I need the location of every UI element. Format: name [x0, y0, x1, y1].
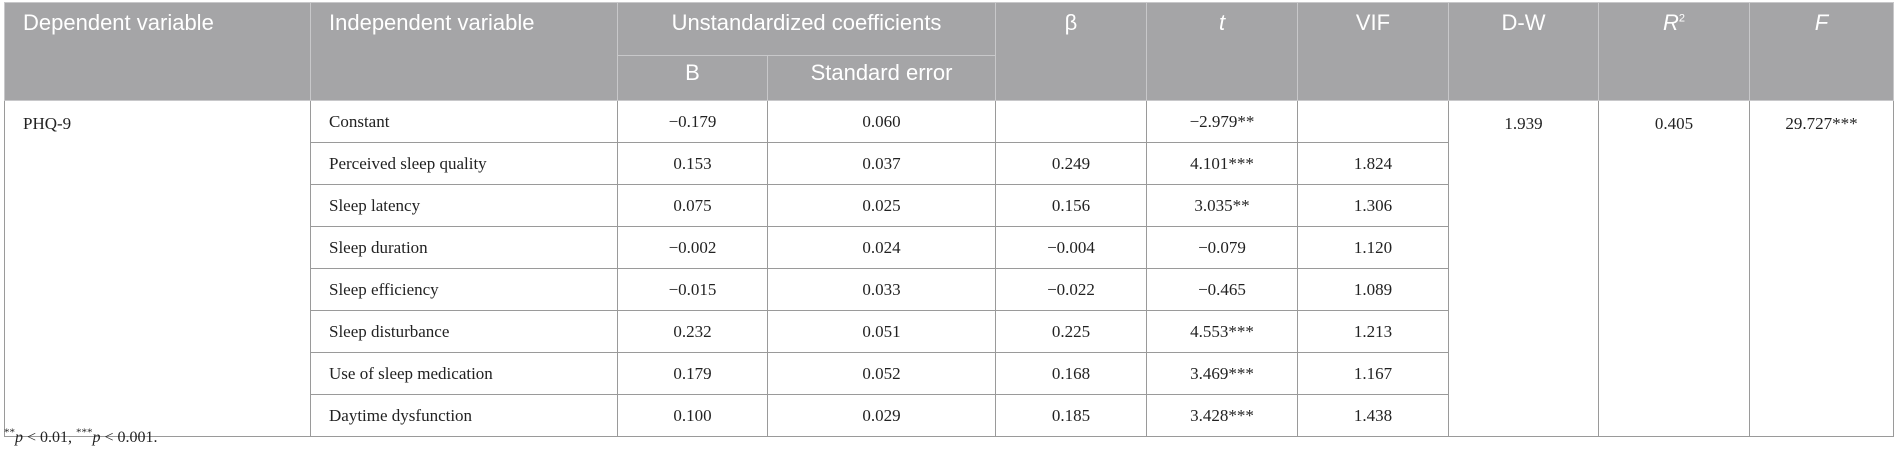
beta-cell: 0.185 [995, 394, 1147, 437]
t-cell: −0.465 [1146, 268, 1298, 311]
header-r-label: R [1662, 10, 1679, 35]
header-f: F [1749, 2, 1894, 101]
footnote-sig-2: ** [4, 426, 15, 439]
header-r-superscript: 2 [1678, 12, 1685, 25]
table-row: Sleep latency 0.075 0.025 0.156 3.035** … [5, 184, 1894, 227]
table-row: PHQ-9 Constant −0.179 0.060 −2.979** 1.9… [4, 100, 1894, 437]
var-cell: Sleep disturbance [310, 310, 618, 353]
se-cell: 0.051 [767, 310, 996, 353]
beta-cell: 0.225 [995, 310, 1147, 353]
dw-cell: 1.939 [1448, 100, 1599, 437]
beta-cell: −0.022 [995, 268, 1147, 311]
header-t-label: t [1218, 10, 1226, 35]
f-cell: 29.727*** [1749, 100, 1894, 437]
table-body: PHQ-9 Constant −0.179 0.060 −2.979** 1.9… [4, 100, 1894, 437]
se-cell: 0.060 [767, 100, 996, 143]
se-cell: 0.037 [767, 142, 996, 185]
dependent-variable-cell: PHQ-9 [4, 100, 311, 437]
header-t: t [1146, 2, 1298, 101]
b-cell: 0.179 [617, 352, 768, 395]
regression-table: Dependent variable Independent variable … [4, 2, 1894, 437]
table-row: Sleep disturbance 0.232 0.051 0.225 4.55… [5, 310, 1894, 353]
table-row: Daytime dysfunction 0.100 0.029 0.185 3.… [5, 394, 1894, 437]
b-cell: 0.100 [617, 394, 768, 437]
var-cell: Sleep duration [310, 226, 618, 269]
beta-cell: −0.004 [995, 226, 1147, 269]
table-row: Use of sleep medication 0.179 0.052 0.16… [5, 352, 1894, 395]
var-cell: Daytime dysfunction [310, 394, 618, 437]
t-cell: 3.428*** [1146, 394, 1298, 437]
header-f-label: F [1814, 10, 1829, 35]
r2-cell: 0.405 [1598, 100, 1750, 437]
se-cell: 0.052 [767, 352, 996, 395]
header-r-squared: R2 [1598, 2, 1750, 101]
var-cell: Sleep efficiency [310, 268, 618, 311]
se-cell: 0.033 [767, 268, 996, 311]
var-cell: Sleep latency [310, 184, 618, 227]
vif-cell: 1.824 [1297, 142, 1449, 185]
table-header: Dependent variable Independent variable … [4, 2, 1894, 101]
header-dependent-variable: Dependent variable [4, 2, 311, 101]
vif-cell: 1.089 [1297, 268, 1449, 311]
table-row: Sleep duration −0.002 0.024 −0.004 −0.07… [5, 226, 1894, 269]
header-independent-variable: Independent variable [310, 2, 618, 101]
vif-cell: 1.438 [1297, 394, 1449, 437]
t-cell: 4.101*** [1146, 142, 1298, 185]
footnote-p-2: p [92, 429, 101, 446]
beta-cell: 0.168 [995, 352, 1147, 395]
header-beta: β [995, 2, 1147, 101]
footnote-threshold-1: < 0.01, [23, 429, 77, 446]
header-b: B [617, 55, 768, 101]
b-cell: 0.075 [617, 184, 768, 227]
header-standard-error: Standard error [767, 55, 996, 101]
header-dw: D-W [1448, 2, 1599, 101]
table-row: Sleep efficiency −0.015 0.033 −0.022 −0.… [5, 268, 1894, 311]
beta-cell [995, 100, 1147, 143]
b-cell: 0.232 [617, 310, 768, 353]
t-cell: −2.979** [1146, 100, 1298, 143]
t-cell: 3.469*** [1146, 352, 1298, 395]
footnote-sig-3: *** [76, 426, 93, 439]
header-vif: VIF [1297, 2, 1449, 101]
b-cell: −0.002 [617, 226, 768, 269]
b-cell: −0.179 [617, 100, 768, 143]
header-unstandardized-coefficients: Unstandardized coefficients [617, 2, 996, 56]
table-footnote: **p < 0.01, ***p < 0.001. [4, 426, 158, 447]
se-cell: 0.025 [767, 184, 996, 227]
table-row: Perceived sleep quality 0.153 0.037 0.24… [5, 142, 1894, 185]
beta-cell: 0.249 [995, 142, 1147, 185]
var-cell: Perceived sleep quality [310, 142, 618, 185]
vif-cell: 1.306 [1297, 184, 1449, 227]
vif-cell: 1.213 [1297, 310, 1449, 353]
b-cell: 0.153 [617, 142, 768, 185]
var-cell: Constant [310, 100, 618, 143]
t-cell: 4.553*** [1146, 310, 1298, 353]
t-cell: −0.079 [1146, 226, 1298, 269]
beta-cell: 0.156 [995, 184, 1147, 227]
footnote-p-1: p [15, 429, 23, 446]
se-cell: 0.024 [767, 226, 996, 269]
vif-cell: 1.120 [1297, 226, 1449, 269]
footnote-threshold-2: < 0.001. [100, 429, 158, 446]
t-cell: 3.035** [1146, 184, 1298, 227]
vif-cell [1297, 100, 1449, 143]
se-cell: 0.029 [767, 394, 996, 437]
vif-cell: 1.167 [1297, 352, 1449, 395]
var-cell: Use of sleep medication [310, 352, 618, 395]
b-cell: −0.015 [617, 268, 768, 311]
